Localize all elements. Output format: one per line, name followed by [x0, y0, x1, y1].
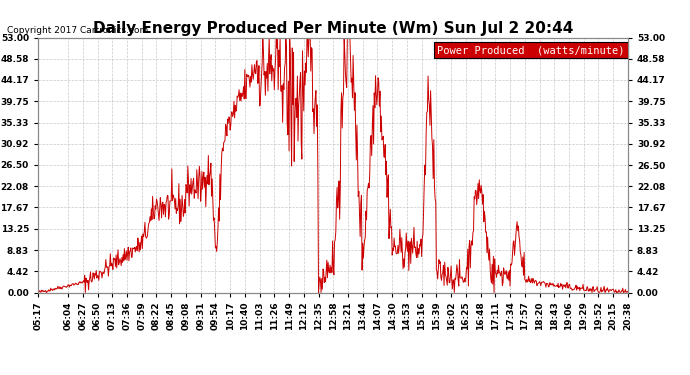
Text: Copyright 2017 Cartronics.com: Copyright 2017 Cartronics.com [7, 26, 148, 35]
Text: Power Produced  (watts/minute): Power Produced (watts/minute) [437, 45, 625, 55]
Title: Daily Energy Produced Per Minute (Wm) Sun Jul 2 20:44: Daily Energy Produced Per Minute (Wm) Su… [92, 21, 573, 36]
